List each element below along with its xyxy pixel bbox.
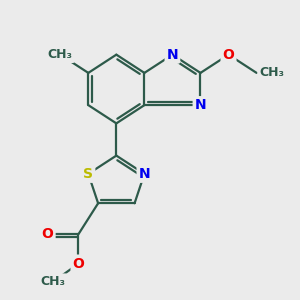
Text: O: O [223, 48, 235, 62]
Text: O: O [42, 227, 54, 241]
Text: CH₃: CH₃ [41, 275, 66, 288]
Text: CH₃: CH₃ [48, 48, 73, 61]
Text: S: S [83, 167, 93, 181]
Text: N: N [167, 48, 178, 62]
Text: N: N [195, 98, 206, 112]
Text: CH₃: CH₃ [260, 66, 284, 80]
Text: O: O [73, 256, 84, 271]
Text: N: N [139, 167, 150, 181]
